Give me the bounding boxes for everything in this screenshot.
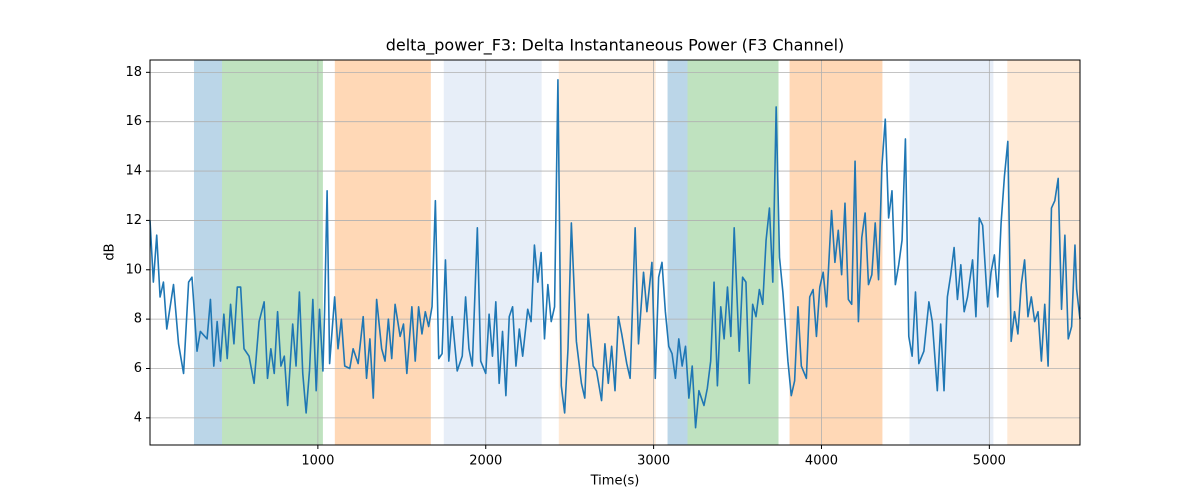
shaded-span	[334, 60, 431, 445]
x-tick-label: 2000	[469, 454, 502, 469]
x-axis-label: Time(s)	[590, 474, 640, 489]
x-tick-label: 3000	[637, 454, 670, 469]
y-tick-label: 16	[125, 114, 142, 129]
shaded-span	[193, 60, 223, 445]
shaded-span	[667, 60, 688, 445]
shaded-span	[909, 60, 994, 445]
y-tick-label: 10	[125, 262, 142, 277]
y-tick-label: 14	[125, 164, 142, 179]
y-tick-label: 12	[125, 213, 142, 228]
x-tick-label: 5000	[973, 454, 1006, 469]
y-tick-label: 6	[134, 361, 142, 376]
shaded-span	[222, 60, 323, 445]
y-tick-label: 4	[134, 410, 142, 425]
data-line	[149, 78, 1081, 429]
y-tick-label: 18	[125, 65, 142, 80]
shaded-span	[1007, 60, 1080, 445]
shaded-span	[443, 60, 542, 445]
shaded-span	[558, 60, 656, 445]
x-tick-label: 4000	[805, 454, 838, 469]
y-tick-label: 8	[134, 312, 142, 327]
chart-title: delta_power_F3: Delta Instantaneous Powe…	[386, 36, 845, 56]
plot-frame	[149, 59, 1081, 446]
x-tick-label: 1000	[301, 454, 334, 469]
y-axis-label: dB	[103, 243, 118, 260]
